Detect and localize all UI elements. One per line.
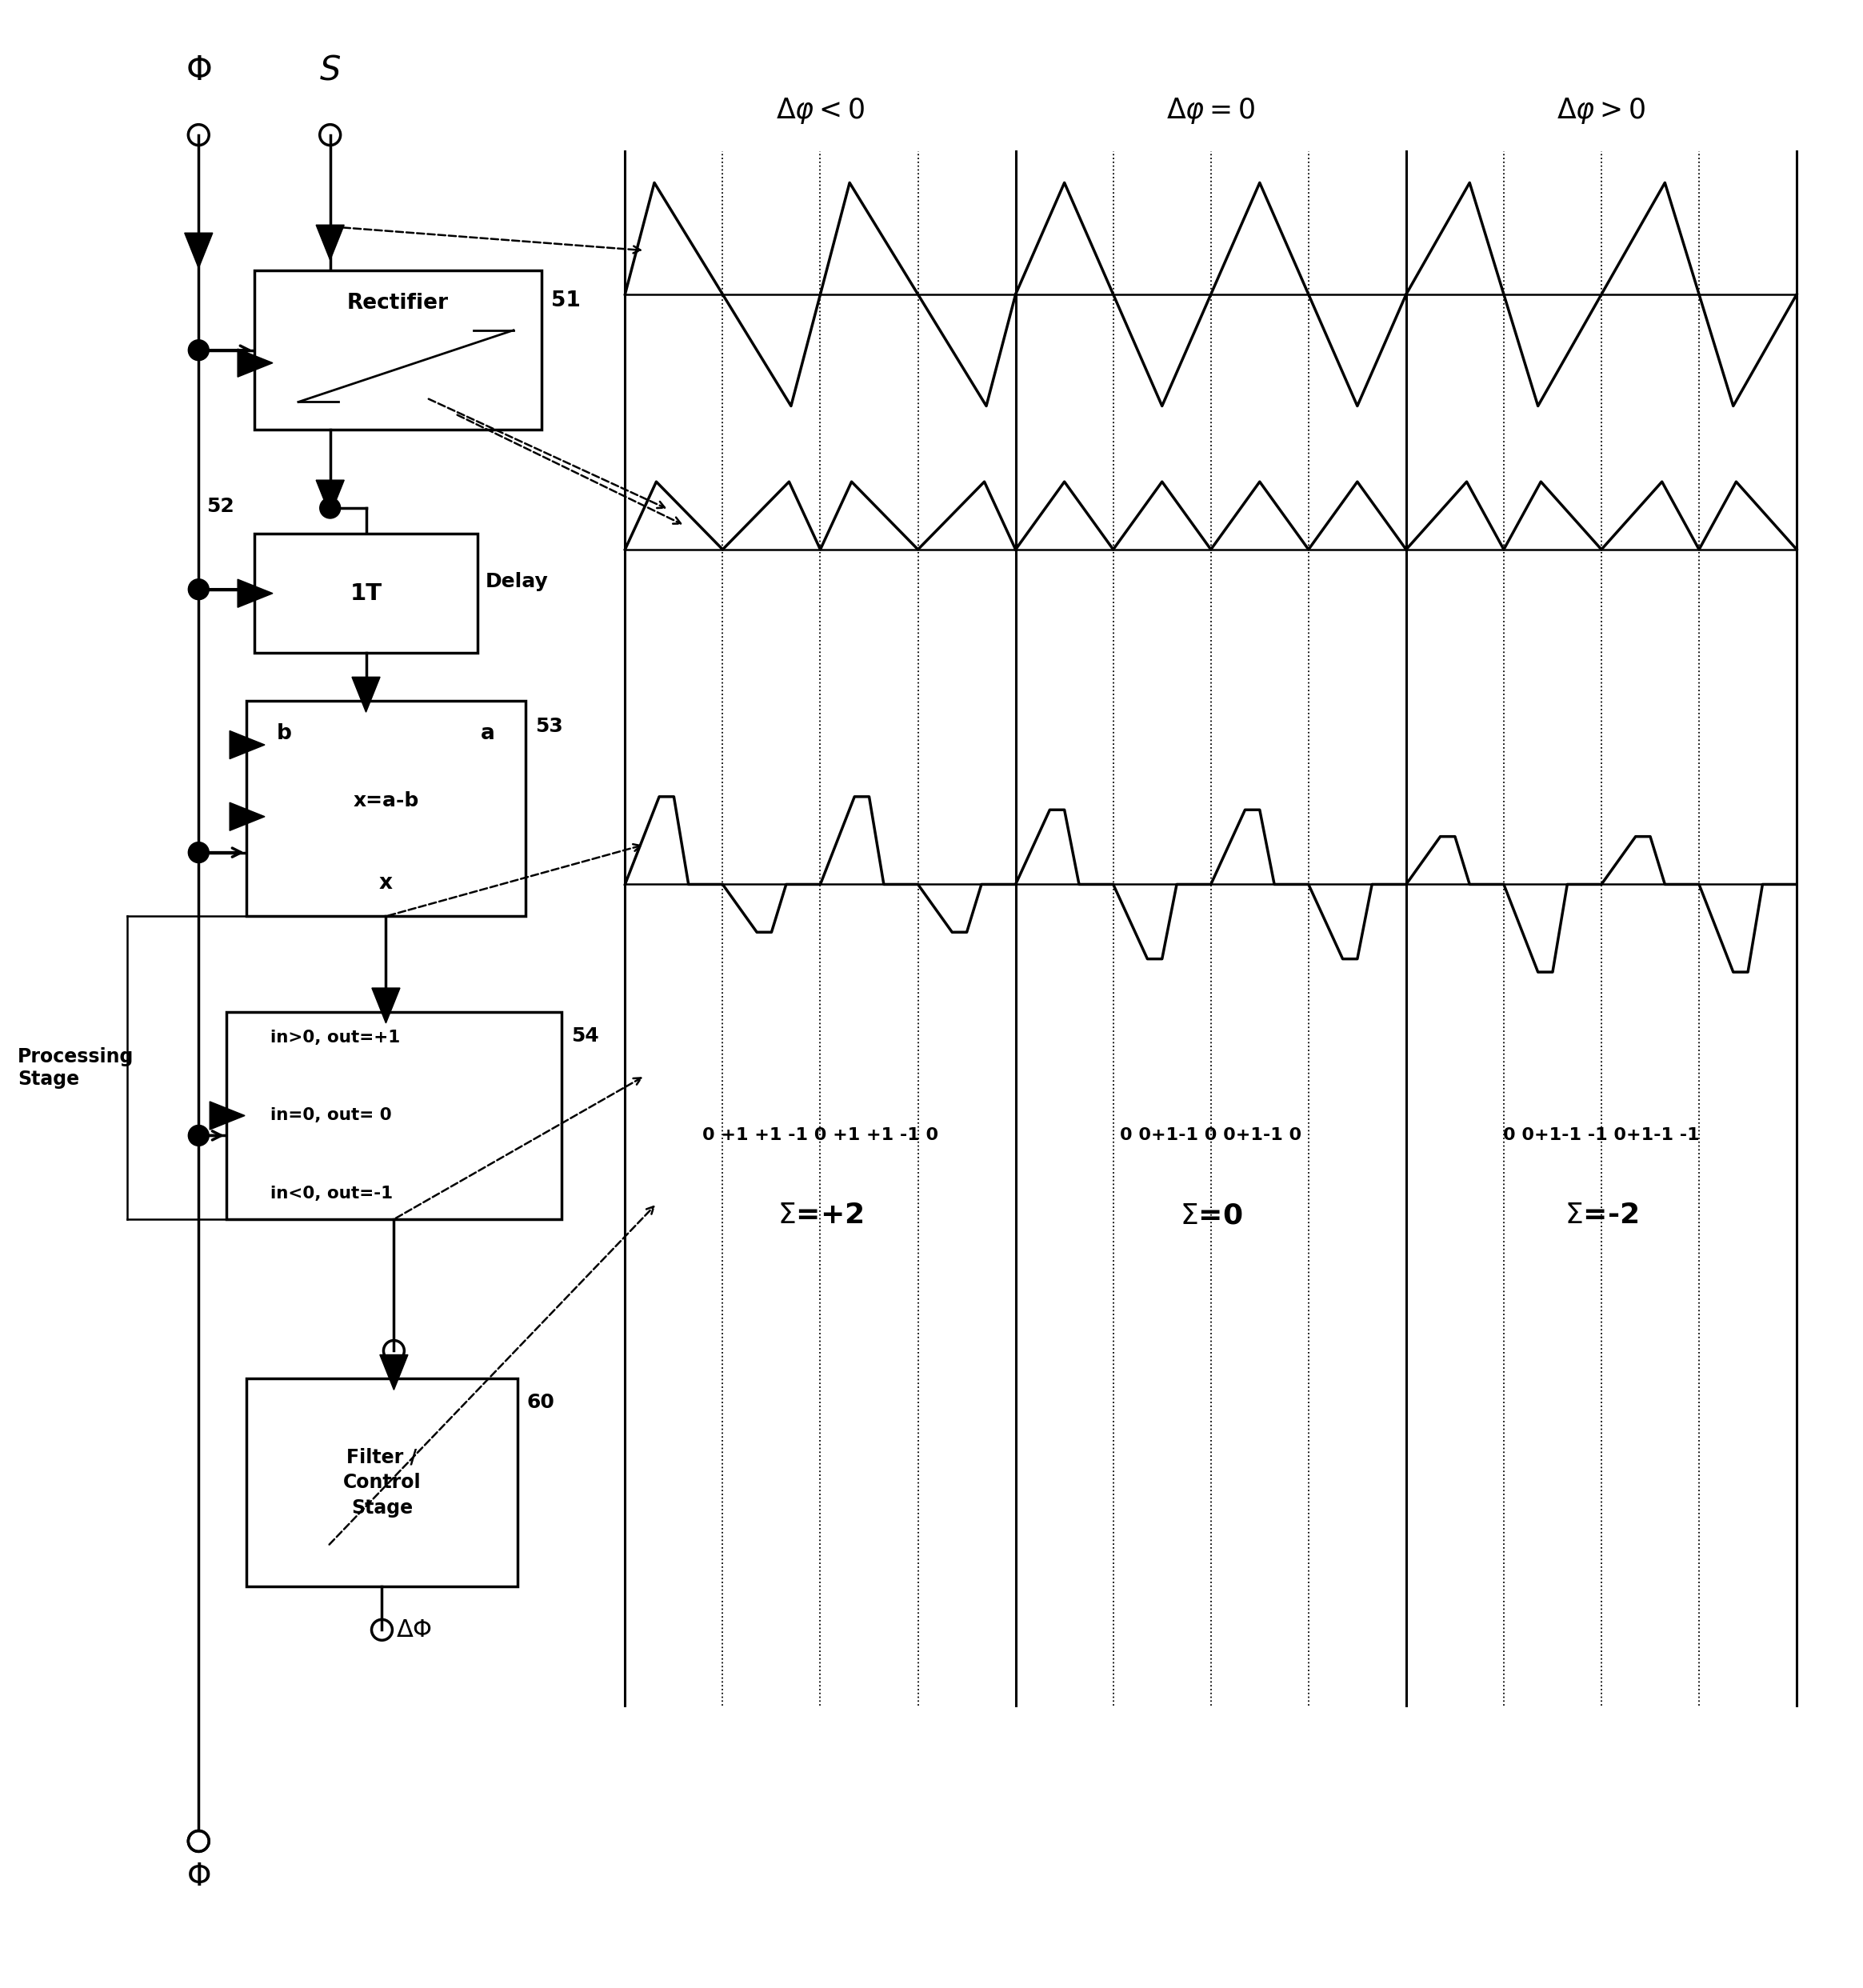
Polygon shape [373,988,401,1024]
Text: $\Delta\varphi < 0$: $\Delta\varphi < 0$ [775,95,864,125]
Text: $\Sigma$=+2: $\Sigma$=+2 [777,1201,863,1229]
Text: $\Delta\Phi$: $\Delta\Phi$ [397,1618,432,1642]
FancyBboxPatch shape [246,1380,518,1586]
Text: $\Delta\varphi > 0$: $\Delta\varphi > 0$ [1557,95,1645,125]
Circle shape [188,579,209,600]
Polygon shape [229,803,265,831]
Polygon shape [238,348,272,378]
Polygon shape [352,678,380,712]
Text: $\Phi$: $\Phi$ [186,1863,211,1893]
FancyBboxPatch shape [255,270,542,429]
Circle shape [188,340,209,360]
Text: 53: 53 [535,718,563,736]
Text: $\Sigma$=0: $\Sigma$=0 [1179,1201,1243,1229]
Circle shape [188,843,209,863]
Text: 0 +1 +1 -1 0 +1 +1 -1 0: 0 +1 +1 -1 0 +1 +1 -1 0 [702,1127,939,1143]
FancyBboxPatch shape [255,533,477,654]
Text: in=0, out= 0: in=0, out= 0 [270,1107,391,1123]
Polygon shape [211,1101,244,1129]
Text: $\Sigma$=-2: $\Sigma$=-2 [1565,1201,1638,1229]
Text: b: b [278,724,292,744]
Text: Processing
Stage: Processing Stage [17,1048,134,1089]
Text: a: a [481,724,496,744]
Text: in<0, out=-1: in<0, out=-1 [270,1185,393,1201]
Text: Delay: Delay [486,573,548,590]
Text: 51: 51 [551,290,581,312]
Text: 0 0+1-1 -1 0+1-1 -1: 0 0+1-1 -1 0+1-1 -1 [1503,1127,1699,1143]
Text: in>0, out=+1: in>0, out=+1 [270,1030,401,1046]
Text: Rectifier: Rectifier [347,292,449,314]
Text: $\Delta\varphi = 0$: $\Delta\varphi = 0$ [1166,95,1256,125]
Text: 0 0+1-1 0 0+1-1 0: 0 0+1-1 0 0+1-1 0 [1120,1127,1302,1143]
Text: x: x [378,873,393,895]
Text: 54: 54 [570,1026,598,1046]
Polygon shape [317,225,345,260]
Polygon shape [380,1354,408,1390]
Text: Filter /
Control
Stage: Filter / Control Stage [343,1447,421,1517]
Polygon shape [184,233,212,268]
FancyBboxPatch shape [227,1012,561,1219]
Text: 60: 60 [527,1394,555,1411]
Text: 1T: 1T [350,582,382,604]
Polygon shape [317,481,345,515]
Polygon shape [238,579,272,608]
Text: 52: 52 [207,497,235,517]
Polygon shape [229,732,265,759]
Text: $S$: $S$ [319,54,341,87]
Circle shape [320,497,341,519]
Circle shape [188,1125,209,1145]
Text: $\Phi$: $\Phi$ [186,54,212,87]
Text: x=a-b: x=a-b [352,791,419,811]
FancyBboxPatch shape [246,702,525,916]
